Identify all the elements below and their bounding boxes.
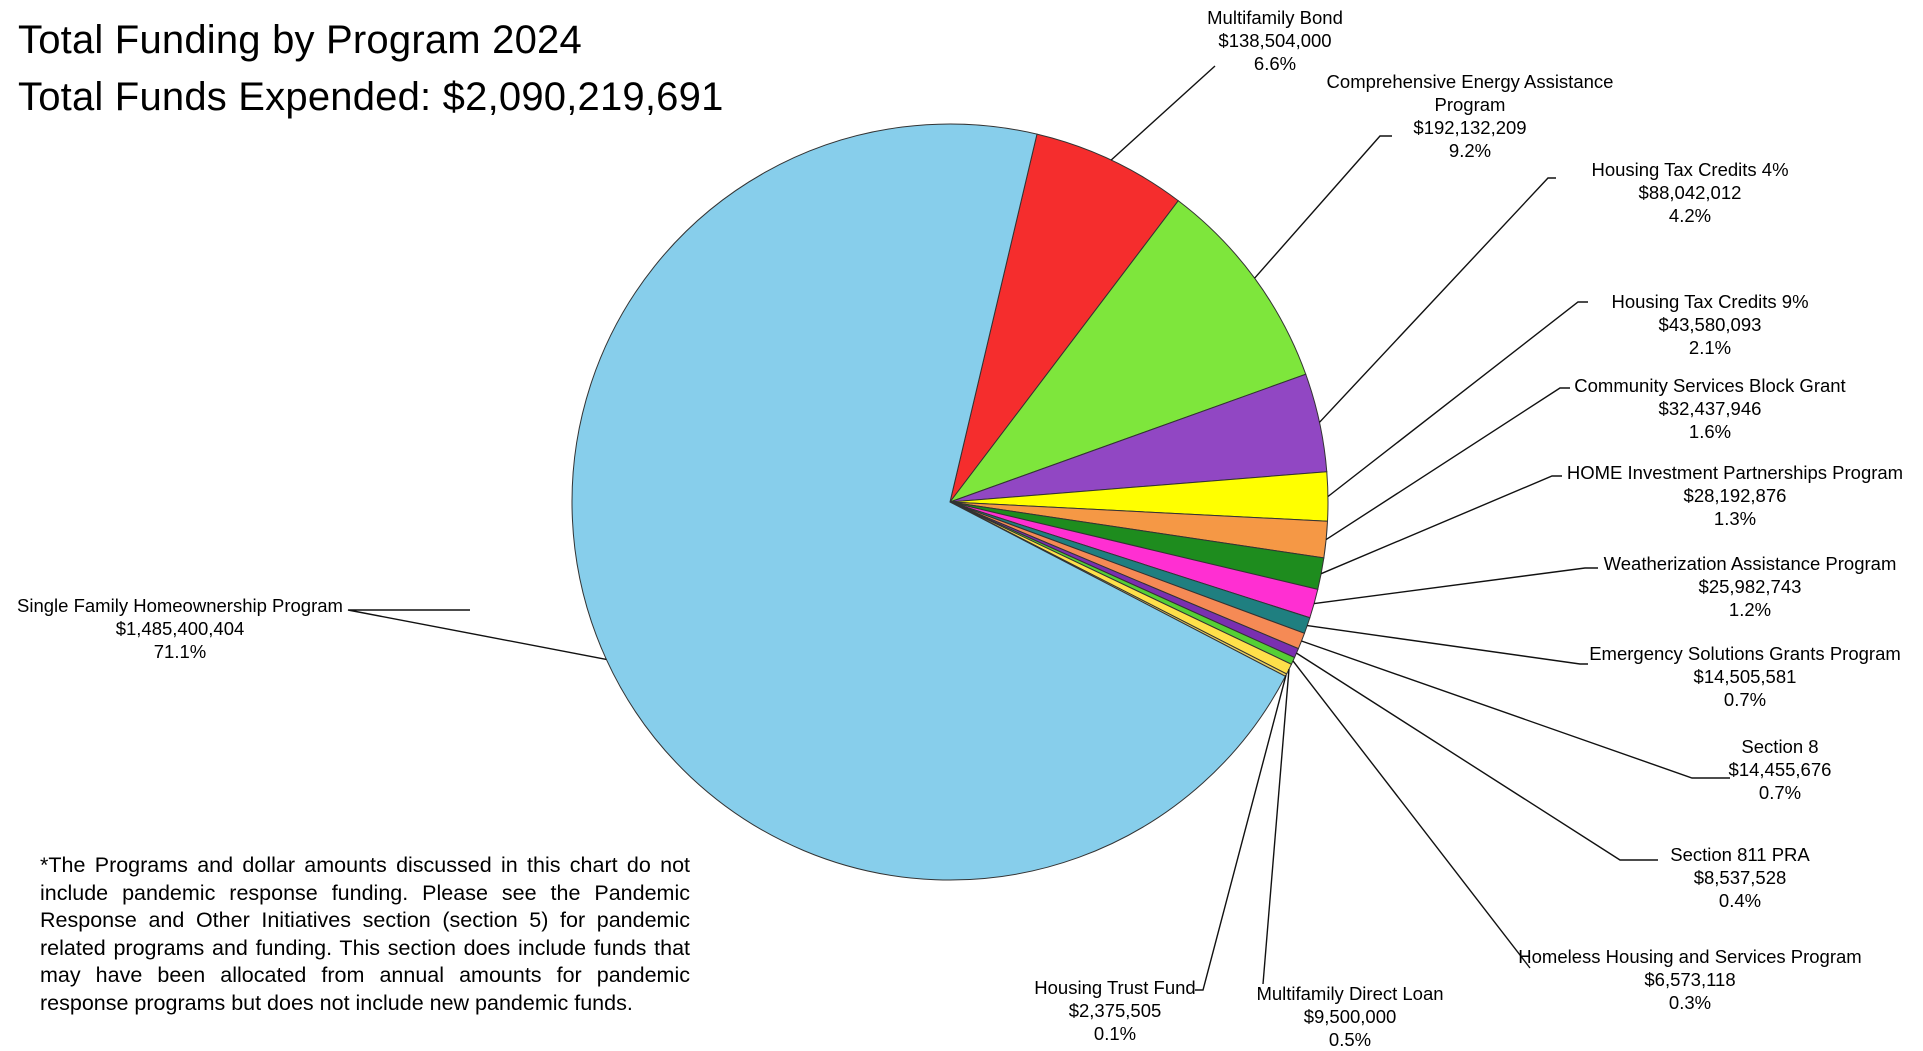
label-name: Section 8	[1741, 736, 1819, 757]
label-housing-trust-fund: Housing Trust Fund $2,375,505 0.1%	[1010, 976, 1220, 1045]
label-percent: 1.6%	[1688, 421, 1732, 442]
label-single-family-homeownership: Single Family Homeownership Program $1,4…	[0, 594, 360, 663]
label-amount: $138,504,000	[1218, 30, 1332, 51]
leader-line-community-services-block-grant	[1325, 387, 1570, 541]
leader-line-single-family-homeownership-program	[347, 609, 607, 661]
label-name-line1: Comprehensive Energy Assistance	[1326, 71, 1614, 92]
label-multifamily-bond: Multifamily Bond $138,504,000 6.6%	[1140, 6, 1410, 75]
leader-line-weatherization-assistance-program	[1314, 567, 1598, 605]
label-home-investment-partnerships: HOME Investment Partnerships Program $28…	[1540, 461, 1923, 530]
label-name: Section 811 PRA	[1670, 844, 1810, 865]
label-amount: $14,455,676	[1728, 759, 1832, 780]
label-amount: $43,580,093	[1658, 314, 1762, 335]
label-name: Multifamily Direct Loan	[1256, 983, 1444, 1004]
label-percent: 9.2%	[1448, 140, 1492, 161]
label-name: Single Family Homeownership Program	[17, 595, 343, 616]
leader-line-section-811-pra	[1296, 652, 1658, 861]
label-percent: 0.4%	[1718, 890, 1762, 911]
pie-slice-single-family-homeownership-program	[571, 123, 1287, 881]
label-percent: 1.3%	[1713, 508, 1757, 529]
chart-subtitle: Total Funds Expended: $2,090,219,691	[18, 75, 724, 119]
label-percent: 71.1%	[153, 641, 207, 662]
label-percent: 2.1%	[1688, 337, 1732, 358]
label-name: Housing Tax Credits 9%	[1611, 291, 1809, 312]
label-name: Multifamily Bond	[1207, 7, 1343, 28]
label-name: Weatherization Assistance Program	[1603, 553, 1897, 574]
label-amount: $25,982,743	[1698, 576, 1802, 597]
label-percent: 0.1%	[1093, 1023, 1137, 1044]
label-amount: $14,505,581	[1693, 666, 1797, 687]
footnote: *The Programs and dollar amounts discuss…	[40, 853, 690, 1015]
label-percent: 1.2%	[1728, 599, 1772, 620]
label-amount: $8,537,528	[1693, 867, 1787, 888]
label-name: Emergency Solutions Grants Program	[1589, 643, 1901, 664]
label-amount: $88,042,012	[1638, 182, 1742, 203]
label-amount: $9,500,000	[1303, 1006, 1397, 1027]
label-amount: $192,132,209	[1413, 117, 1527, 138]
label-name-line2: Program	[1434, 94, 1506, 115]
leader-line-housing-tax-credits-9-	[1327, 301, 1588, 498]
label-name: Homeless Housing and Services Program	[1518, 946, 1862, 967]
label-name: Community Services Block Grant	[1574, 375, 1846, 396]
leader-line-housing-tax-credits-4-	[1318, 177, 1556, 423]
leader-line-homeless-housing-and-services-program	[1292, 660, 1531, 969]
leader-line-housing-trust-fund	[1195, 675, 1287, 991]
label-amount: $28,192,876	[1683, 485, 1787, 506]
leader-line-home-investment-partnerships-program	[1320, 475, 1562, 575]
label-section-811-pra: Section 811 PRA $8,537,528 0.4%	[1640, 843, 1840, 912]
label-percent: 0.7%	[1723, 689, 1767, 710]
label-housing-tax-credits-4: Housing Tax Credits 4% $88,042,012 4.2%	[1550, 158, 1830, 227]
label-homeless-housing-services: Homeless Housing and Services Program $6…	[1500, 945, 1880, 1014]
label-name: Housing Tax Credits 4%	[1591, 159, 1789, 180]
label-multifamily-direct-loan: Multifamily Direct Loan $9,500,000 0.5%	[1220, 982, 1480, 1051]
label-percent: 0.7%	[1758, 782, 1802, 803]
label-housing-tax-credits-9: Housing Tax Credits 9% $43,580,093 2.1%	[1570, 290, 1850, 359]
label-name: HOME Investment Partnerships Program	[1566, 462, 1904, 483]
label-amount: $1,485,400,404	[115, 618, 245, 639]
leader-line-comprehensive-energy-assistance-program	[1254, 135, 1392, 279]
leader-line-emergency-solutions-grants-program	[1307, 624, 1588, 665]
label-amount: $2,375,505	[1068, 1000, 1162, 1021]
label-comprehensive-energy-assistance: Comprehensive Energy Assistance Program …	[1290, 70, 1650, 162]
label-amount: $6,573,118	[1644, 969, 1736, 990]
label-weatherization-assistance: Weatherization Assistance Program $25,98…	[1565, 552, 1923, 621]
leader-line-section-8	[1301, 640, 1730, 779]
label-percent: 0.3%	[1668, 992, 1712, 1013]
label-percent: 6.6%	[1253, 53, 1297, 74]
label-name: Housing Trust Fund	[1034, 977, 1196, 998]
label-amount: $32,437,946	[1658, 398, 1762, 419]
chart-title: Total Funding by Program 2024	[18, 18, 582, 62]
label-percent: 0.5%	[1328, 1029, 1372, 1050]
label-community-services-block-grant: Community Services Block Grant $32,437,9…	[1540, 374, 1880, 443]
label-section-8: Section 8 $14,455,676 0.7%	[1690, 735, 1870, 804]
label-percent: 4.2%	[1668, 205, 1712, 226]
leader-line-multifamily-bond	[1110, 65, 1216, 161]
label-emergency-solutions-grants: Emergency Solutions Grants Program $14,5…	[1560, 642, 1923, 711]
leader-line-multifamily-direct-loan	[1262, 669, 1290, 985]
